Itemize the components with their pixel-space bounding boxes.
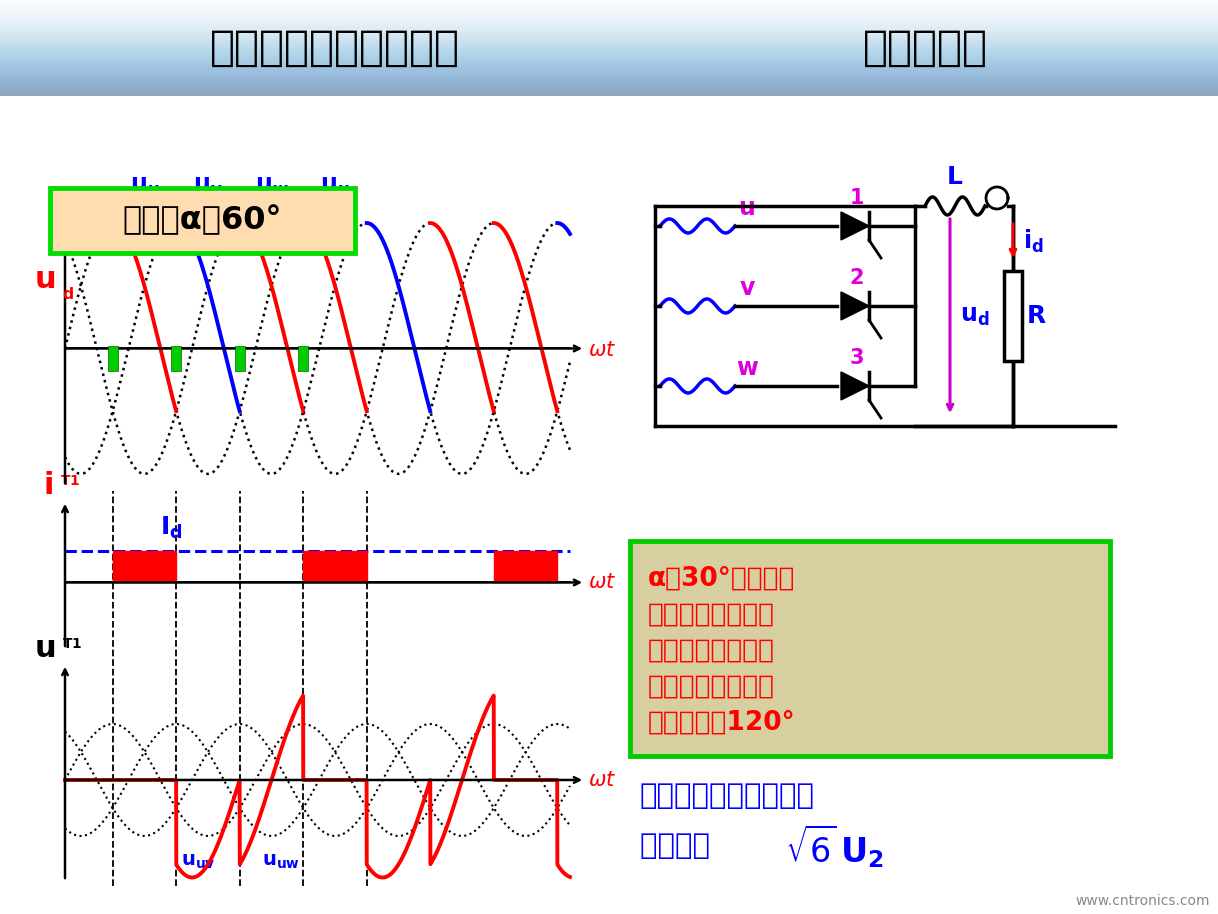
Text: w: w [736, 356, 758, 380]
Text: v: v [739, 276, 755, 300]
Text: $\mathbf{i}$: $\mathbf{i}$ [43, 472, 54, 501]
Bar [298, 346, 308, 371]
Text: $\mathbf{u_v}$: $\mathbf{u_v}$ [194, 174, 223, 198]
Text: $\mathbf{u_{uw}}$: $\mathbf{u_{uw}}$ [263, 852, 301, 871]
Text: $\omega t$: $\omega t$ [588, 572, 616, 592]
Text: 平均值下降，晶闸: 平均值下降，晶闸 [648, 674, 775, 700]
Bar [112, 551, 177, 582]
Text: $\mathbf{u_u}$: $\mathbf{u_u}$ [320, 174, 350, 198]
Text: 控制角α＝60°: 控制角α＝60° [123, 205, 283, 236]
Text: 三相半波可控整流电路: 三相半波可控整流电路 [209, 27, 460, 69]
Bar [235, 346, 245, 371]
Bar [303, 551, 367, 582]
Text: 形连续，输出电压: 形连续，输出电压 [648, 638, 775, 664]
Text: $\omega t$: $\omega t$ [588, 341, 616, 360]
Bar [172, 346, 181, 371]
Text: $\mathbf{_d}$: $\mathbf{_d}$ [62, 282, 74, 302]
Text: $\mathbf{_{T1}}$: $\mathbf{_{T1}}$ [62, 632, 82, 652]
Text: 向压降为: 向压降为 [639, 832, 731, 860]
Text: 晶闸管承受的最大正反: 晶闸管承受的最大正反 [639, 782, 815, 810]
Text: 1: 1 [850, 188, 865, 208]
Polygon shape [840, 372, 868, 400]
Bar [50, 188, 354, 253]
Text: $\mathbf{u}$: $\mathbf{u}$ [34, 634, 55, 664]
Bar [1004, 271, 1022, 361]
Text: 管导通角为120°: 管导通角为120° [648, 710, 795, 736]
Polygon shape [840, 212, 868, 240]
Text: $\omega t$: $\omega t$ [588, 770, 616, 790]
Text: 3: 3 [850, 348, 865, 368]
Text: 电感性负载: 电感性负载 [864, 27, 988, 69]
Text: $\mathbf{u}$: $\mathbf{u}$ [34, 265, 55, 294]
Text: $\mathbf{_{T1}}$: $\mathbf{_{T1}}$ [60, 470, 80, 488]
Text: $\mathbf{u_{uv}}$: $\mathbf{u_{uv}}$ [180, 852, 216, 871]
Polygon shape [840, 292, 868, 320]
Text: $\mathbf{u_w}$: $\mathbf{u_w}$ [255, 174, 289, 198]
Bar [630, 541, 1110, 756]
Text: $\mathbf{I_d}$: $\mathbf{I_d}$ [160, 515, 183, 541]
Text: $\mathbf{u_d}$: $\mathbf{u_d}$ [960, 304, 989, 328]
Text: $\mathbf{i_d}$: $\mathbf{i_d}$ [1023, 228, 1044, 255]
Text: L: L [948, 165, 963, 189]
Text: $\sqrt{6}\,\mathbf{U_2}$: $\sqrt{6}\,\mathbf{U_2}$ [784, 822, 884, 870]
Text: R: R [1027, 304, 1046, 328]
Text: 2: 2 [850, 268, 865, 288]
Text: $\mathbf{u_u}$: $\mathbf{u_u}$ [129, 174, 160, 198]
Bar [493, 551, 558, 582]
Text: α＞30°时，电压: α＞30°时，电压 [648, 566, 795, 592]
Text: 波形出现负值，波: 波形出现负值，波 [648, 602, 775, 628]
Text: u: u [738, 196, 755, 220]
Text: www.cntronics.com: www.cntronics.com [1075, 894, 1209, 908]
Bar [107, 346, 118, 371]
